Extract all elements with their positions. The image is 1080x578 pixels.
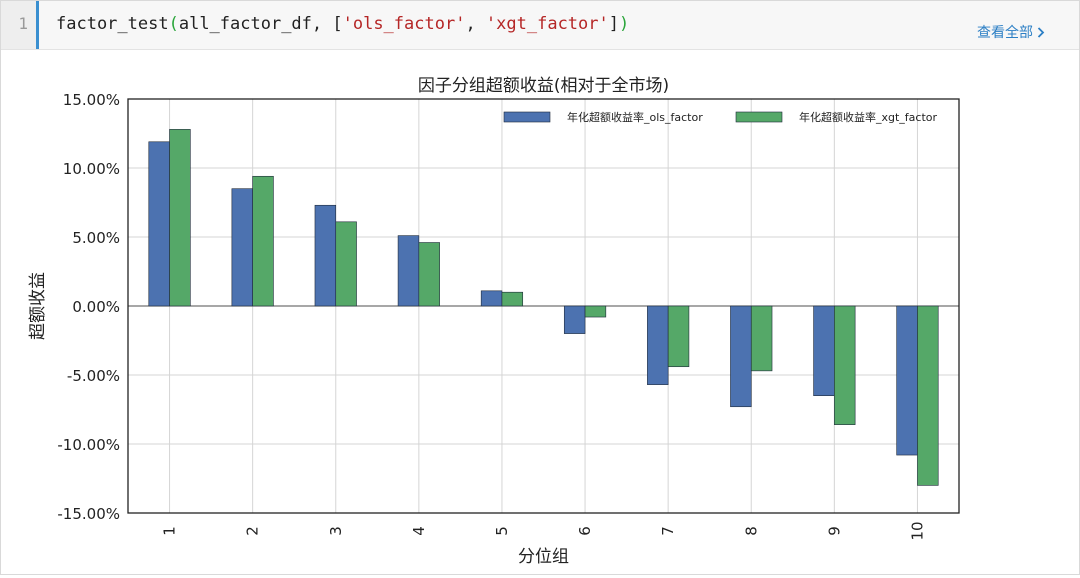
y-tick-label: 15.00% (63, 91, 120, 109)
bar-chart: 15.00% 10.00% 5.00% 0.00% -5.00% -10.00% -15.0… (28, 76, 960, 567)
bar-ols-4 (397, 235, 420, 307)
chevron-right-icon (1037, 25, 1045, 41)
x-tick-label: 9 (825, 526, 843, 536)
view-all-label: 查看全部 (977, 25, 1033, 41)
code-string-ols: 'ols_factor' (342, 14, 466, 34)
y-tick-label: -15.00% (57, 505, 120, 523)
bar-xgt-2 (252, 175, 274, 307)
legend-label: 年化超额收益率_ols_factor (567, 110, 703, 124)
view-all-link[interactable]: 查看全部 (977, 22, 1045, 42)
x-tick-label: 3 (327, 526, 345, 536)
x-tick-label: 10 (908, 521, 926, 540)
bar-ols-10 (896, 305, 918, 456)
y-tick-label: -5.00% (67, 367, 120, 385)
bar-xgt-7 (667, 305, 690, 368)
x-tick-label: 6 (576, 526, 594, 536)
bar-ols-3 (314, 204, 337, 307)
legend-swatch (735, 111, 783, 123)
plot-area-frame (127, 98, 960, 514)
y-tick-label: 0.00% (72, 298, 120, 316)
bar-xgt-3 (335, 221, 357, 307)
chart-title: 因子分组超额收益(相对于全市场) (418, 76, 669, 96)
bar-ols-7 (647, 305, 669, 385)
bar-xgt-5 (501, 291, 524, 307)
bar-xgt-1 (169, 129, 191, 307)
bar-xgt-8 (750, 305, 773, 372)
code-input-area[interactable]: 1 factor_test(all_factor_df, ['ols_facto… (1, 1, 1079, 50)
y-tick-label: -10.00% (57, 436, 120, 454)
legend-label: 年化超额收益率_xgt_factor (799, 110, 938, 124)
y-axis-label: 超额收益 (28, 272, 48, 340)
code-close-bracket: ] (608, 14, 619, 34)
x-tick-label: 5 (493, 526, 511, 536)
code-separator: , (465, 14, 486, 34)
line-number: 1 (18, 14, 28, 33)
x-tick-label: 8 (742, 526, 760, 536)
x-tick-label: 2 (244, 526, 262, 536)
y-tick-label: 10.00% (63, 160, 120, 178)
line-gutter: 1 (1, 1, 39, 49)
x-tick-label: 1 (161, 526, 179, 536)
bar-ols-6 (563, 305, 586, 334)
chart-legend: 年化超额收益率_ols_factor 年化超额收益率_xgt_factor (503, 110, 938, 124)
bar-ols-1 (148, 141, 170, 307)
legend-swatch (503, 111, 551, 123)
code-function-name: factor_test (56, 14, 169, 34)
x-tick-label: 7 (659, 526, 677, 536)
x-axis-label: 分位组 (518, 547, 569, 567)
x-tick-label: 4 (410, 526, 428, 536)
bar-xgt-9 (834, 305, 856, 425)
bar-xgt-6 (584, 305, 607, 318)
code-string-xgt: 'xgt_factor' (485, 14, 609, 34)
bar-ols-8 (730, 305, 752, 408)
bar-xgt-10 (917, 305, 939, 486)
code-line[interactable]: factor_test(all_factor_df, ['ols_factor'… (56, 14, 629, 34)
code-close-paren: ) (619, 14, 630, 34)
y-tick-label: 5.00% (72, 229, 120, 247)
bar-ols-5 (480, 290, 503, 307)
bar-xgt-4 (418, 242, 440, 307)
code-arg: all_factor_df, [ (178, 14, 343, 34)
bar-ols-9 (813, 305, 835, 396)
code-open-paren: ( (168, 14, 179, 34)
bar-ols-2 (231, 188, 253, 307)
cell-output: 15.00% 10.00% 5.00% 0.00% -5.00% -10.00% -15.0… (1, 50, 1079, 574)
